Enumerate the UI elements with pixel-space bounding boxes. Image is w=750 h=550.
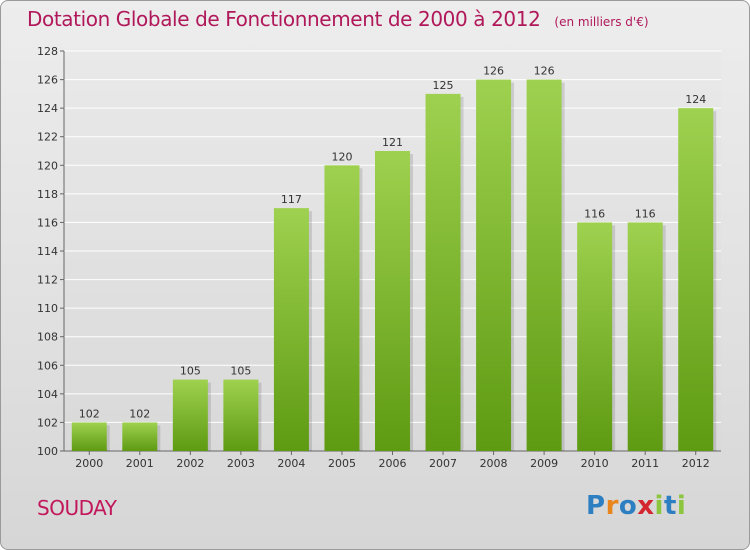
bar: [122, 422, 158, 451]
bar: [425, 93, 461, 451]
x-tick-label: 2007: [429, 457, 457, 470]
bar: [71, 422, 107, 451]
value-label: 102: [79, 407, 100, 420]
x-tick-label: 2012: [682, 457, 710, 470]
y-tick-label: 104: [37, 388, 58, 401]
unit-note: (en milliers d'€): [554, 15, 649, 29]
y-tick-label: 114: [37, 245, 58, 258]
value-label: 116: [635, 207, 656, 220]
y-tick-label: 120: [37, 159, 58, 172]
x-tick-label: 2003: [227, 457, 255, 470]
value-label: 126: [483, 65, 504, 78]
y-tick-label: 112: [37, 274, 58, 287]
y-tick-label: 126: [37, 74, 58, 87]
y-tick-label: 122: [37, 131, 58, 144]
x-tick-label: 2002: [176, 457, 204, 470]
logo-letter: i: [676, 491, 687, 521]
logo-letter: r: [605, 491, 619, 521]
bar: [273, 208, 309, 451]
value-label: 124: [685, 93, 706, 106]
value-label: 105: [230, 365, 251, 378]
y-tick-label: 102: [37, 416, 58, 429]
x-tick-label: 2008: [480, 457, 508, 470]
bar: [476, 79, 512, 452]
y-tick-label: 118: [37, 188, 58, 201]
bar: [375, 151, 410, 451]
x-tick-label: 2009: [530, 457, 558, 470]
bar: [627, 222, 663, 451]
y-tick-label: 124: [37, 102, 58, 115]
bar: [577, 222, 613, 451]
y-tick-label: 100: [37, 445, 58, 458]
x-tick-label: 2000: [75, 457, 103, 470]
value-label: 126: [534, 65, 555, 78]
y-tick-label: 106: [37, 359, 58, 372]
commune-name: SOUDAY: [37, 496, 117, 520]
logo-letter: x: [637, 491, 655, 521]
logo-letter: P: [586, 491, 606, 521]
bar: [324, 165, 360, 452]
x-tick-label: 2004: [277, 457, 305, 470]
x-tick-label: 2010: [581, 457, 609, 470]
bar: [678, 108, 714, 452]
y-tick-label: 110: [37, 302, 58, 315]
x-tick-label: 2005: [328, 457, 356, 470]
y-tick-label: 128: [37, 45, 58, 58]
value-label: 117: [281, 193, 302, 206]
value-label: 116: [584, 207, 605, 220]
logo-letter: i: [654, 491, 664, 521]
value-label: 105: [180, 365, 201, 378]
logo-letter: t: [663, 491, 677, 521]
value-label: 125: [433, 79, 454, 92]
x-tick-label: 2006: [379, 457, 407, 470]
x-tick-label: 2011: [631, 457, 659, 470]
bar: [223, 379, 259, 451]
proxiti-logo: Proxiti: [586, 491, 686, 521]
y-tick-label: 116: [37, 216, 58, 229]
title-text: Dotation Globale de Fonctionnement de 20…: [27, 7, 541, 31]
logo-letter: o: [618, 491, 638, 521]
bar: [526, 79, 562, 452]
bar: [172, 379, 208, 451]
value-label: 102: [129, 407, 150, 420]
chart-title: Dotation Globale de Fonctionnement de 20…: [27, 7, 649, 31]
value-label: 120: [331, 150, 352, 163]
x-tick-label: 2001: [126, 457, 154, 470]
y-tick-label: 108: [37, 331, 58, 344]
value-label: 121: [382, 136, 403, 149]
